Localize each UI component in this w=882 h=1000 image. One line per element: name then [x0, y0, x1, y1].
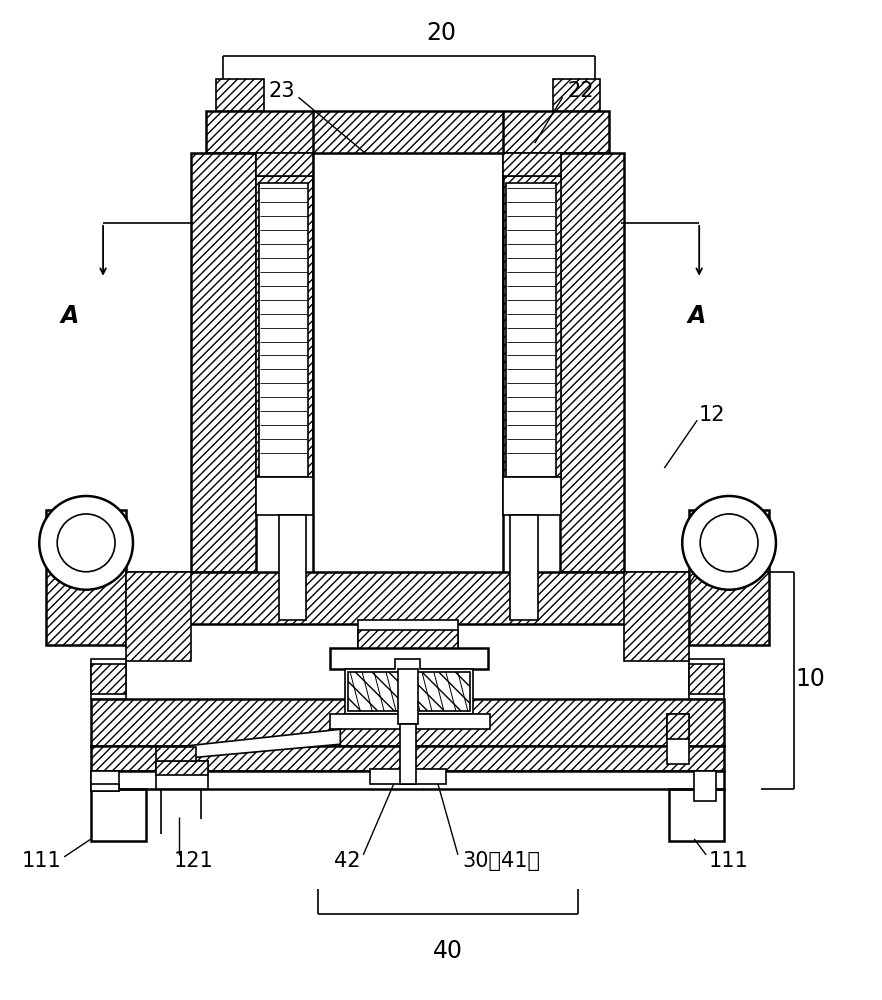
Text: 30（41）: 30（41）	[462, 851, 540, 871]
Polygon shape	[156, 729, 340, 759]
Text: A: A	[60, 304, 78, 328]
Text: 40: 40	[433, 939, 463, 963]
Text: 111: 111	[709, 851, 749, 871]
Bar	[256, 153, 313, 176]
Bar	[398, 669, 418, 724]
Bar	[313, 111, 503, 572]
Text: 20: 20	[426, 21, 456, 45]
Text: 12: 12	[699, 405, 726, 425]
Bar	[206, 111, 609, 153]
Bar	[91, 699, 724, 746]
Bar	[256, 477, 313, 515]
Bar	[156, 761, 208, 789]
Bar	[46, 510, 126, 645]
Bar	[559, 153, 624, 572]
Bar	[156, 761, 208, 775]
Bar	[216, 79, 264, 111]
Bar	[126, 572, 689, 624]
Bar	[91, 659, 126, 699]
Text: 111: 111	[21, 851, 61, 871]
Circle shape	[683, 496, 776, 590]
Text: A: A	[687, 304, 706, 328]
Text: 23: 23	[269, 81, 295, 101]
Bar	[256, 176, 313, 485]
Bar	[91, 746, 724, 771]
Circle shape	[40, 496, 133, 590]
Bar	[624, 572, 689, 661]
Bar	[358, 630, 458, 650]
Bar	[503, 176, 561, 485]
Circle shape	[700, 514, 758, 572]
Bar	[358, 620, 458, 650]
Bar	[694, 771, 716, 801]
Bar	[400, 724, 416, 784]
Circle shape	[57, 514, 115, 572]
Text: 22: 22	[568, 81, 594, 101]
Bar	[553, 79, 601, 111]
Polygon shape	[331, 714, 490, 729]
Text: 10: 10	[796, 667, 826, 691]
Bar	[126, 572, 191, 661]
Bar	[156, 747, 196, 761]
Bar	[279, 515, 306, 620]
Polygon shape	[348, 672, 470, 711]
Bar	[668, 714, 689, 739]
Bar	[91, 789, 146, 841]
Bar	[258, 183, 309, 477]
Bar	[91, 784, 119, 791]
Text: 13: 13	[699, 558, 726, 578]
Text: 42: 42	[333, 851, 360, 871]
Bar	[91, 771, 119, 791]
Bar	[503, 477, 561, 515]
Bar	[669, 789, 724, 841]
Bar	[668, 714, 689, 764]
Bar	[689, 510, 769, 645]
Text: 121: 121	[174, 851, 213, 871]
Bar	[331, 648, 488, 669]
Polygon shape	[345, 659, 473, 724]
Bar	[191, 153, 256, 572]
Bar	[505, 183, 556, 477]
Bar	[370, 769, 446, 784]
Bar	[510, 515, 538, 620]
Bar	[503, 153, 561, 176]
Bar	[91, 664, 126, 694]
Bar	[689, 664, 724, 694]
Bar	[689, 659, 724, 699]
Bar	[91, 771, 724, 789]
